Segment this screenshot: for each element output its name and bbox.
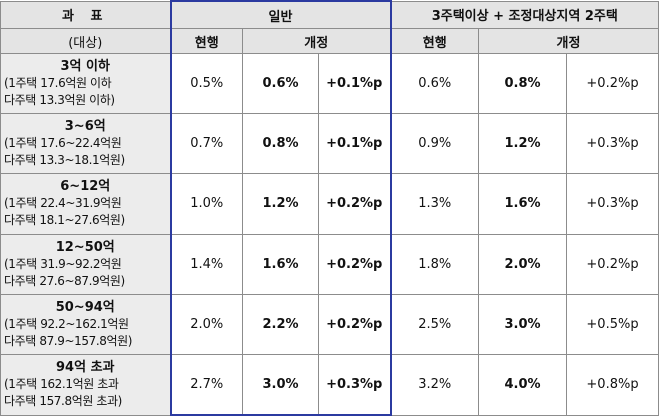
multi-rate-change: +0.5%p: [566, 293, 659, 355]
band-label: 50~94억: [55, 299, 115, 315]
band-detail-single: (1주택 162.1억원 초과: [4, 377, 119, 392]
general-revised-rate: 0.6%: [242, 53, 319, 115]
group-header-multi: 3주택이상 + 조정대상지역 2주택: [390, 0, 659, 30]
band-detail-single: (1주택 22.4~31.9억원: [4, 196, 122, 211]
multi-current-rate: 0.9%: [390, 113, 479, 175]
general-revised-rate: 1.6%: [242, 233, 319, 295]
header-multi-revised: 개정: [478, 28, 659, 55]
multi-revised-rate: 3.0%: [478, 293, 567, 355]
general-current-rate: 2.0%: [169, 293, 243, 355]
multi-current-rate: 2.5%: [390, 293, 479, 355]
multi-revised-rate: 1.2%: [478, 113, 567, 175]
col-title: 과 표: [0, 0, 171, 30]
general-current-rate: 2.7%: [169, 353, 243, 416]
multi-revised-rate: 4.0%: [478, 353, 567, 416]
band-detail-multi: 다주택 18.1~27.6억원): [4, 213, 125, 228]
band-detail-single: (1주택 17.6~22.4억원: [4, 136, 122, 151]
band-label: 12~50억: [55, 239, 115, 255]
general-revised-rate: 2.2%: [242, 293, 319, 355]
band-detail-multi: 다주택 13.3~18.1억원): [4, 153, 125, 168]
general-rate-change: +0.2%p: [318, 233, 392, 295]
general-rate-change: +0.1%p: [318, 113, 392, 175]
header-general-revised: 개정: [242, 28, 392, 55]
multi-revised-rate: 0.8%: [478, 53, 567, 115]
multi-revised-rate: 2.0%: [478, 233, 567, 295]
general-rate-change: +0.1%p: [318, 53, 392, 115]
band-detail-multi: 다주택 13.3억원 이하): [4, 93, 115, 108]
general-current-rate: 0.7%: [169, 113, 243, 175]
band-label: 3~6억: [64, 119, 106, 135]
multi-rate-change: +0.2%p: [566, 53, 659, 115]
general-revised-rate: 0.8%: [242, 113, 319, 175]
general-current-rate: 0.5%: [169, 53, 243, 115]
band-detail-single: (1주택 31.9~92.2억원: [4, 256, 122, 271]
multi-current-rate: 0.6%: [390, 53, 479, 115]
general-rate-change: +0.2%p: [318, 293, 392, 355]
header-general-current: 현행: [169, 28, 243, 55]
multi-revised-rate: 1.6%: [478, 173, 567, 235]
band-detail-multi: 다주택 157.8억원 초과): [4, 394, 122, 409]
multi-rate-change: +0.3%p: [566, 113, 659, 175]
multi-current-rate: 1.8%: [390, 233, 479, 295]
multi-current-rate: 1.3%: [390, 173, 479, 235]
band-detail-single: (1주택 17.6억원 이하: [4, 76, 112, 91]
general-current-rate: 1.4%: [169, 233, 243, 295]
group-header-general: 일반: [169, 0, 392, 30]
general-revised-rate: 3.0%: [242, 353, 319, 416]
band-label: 94억 초과: [56, 360, 115, 376]
multi-rate-change: +0.8%p: [566, 353, 659, 416]
band-detail-multi: 다주택 87.9~157.8억원): [4, 333, 133, 348]
general-rate-change: +0.3%p: [318, 353, 392, 416]
header-row-sub: (대상) 현행 개정 현행 개정: [0, 28, 659, 55]
general-current-rate: 1.0%: [169, 173, 243, 235]
header-multi-current: 현행: [390, 28, 479, 55]
multi-rate-change: +0.3%p: [566, 173, 659, 235]
multi-current-rate: 3.2%: [390, 353, 479, 416]
col-subtitle: (대상): [0, 28, 171, 55]
band-detail-single: (1주택 92.2~162.1억원: [4, 316, 129, 331]
band-label: 3억 이하: [60, 59, 110, 75]
band-label: 6~12억: [60, 179, 111, 195]
band-detail-multi: 다주택 27.6~87.9억원): [4, 273, 125, 288]
general-rate-change: +0.2%p: [318, 173, 392, 235]
multi-rate-change: +0.2%p: [566, 233, 659, 295]
general-revised-rate: 1.2%: [242, 173, 319, 235]
header-row-groups: 과 표 일반 3주택이상 + 조정대상지역 2주택: [0, 0, 659, 30]
